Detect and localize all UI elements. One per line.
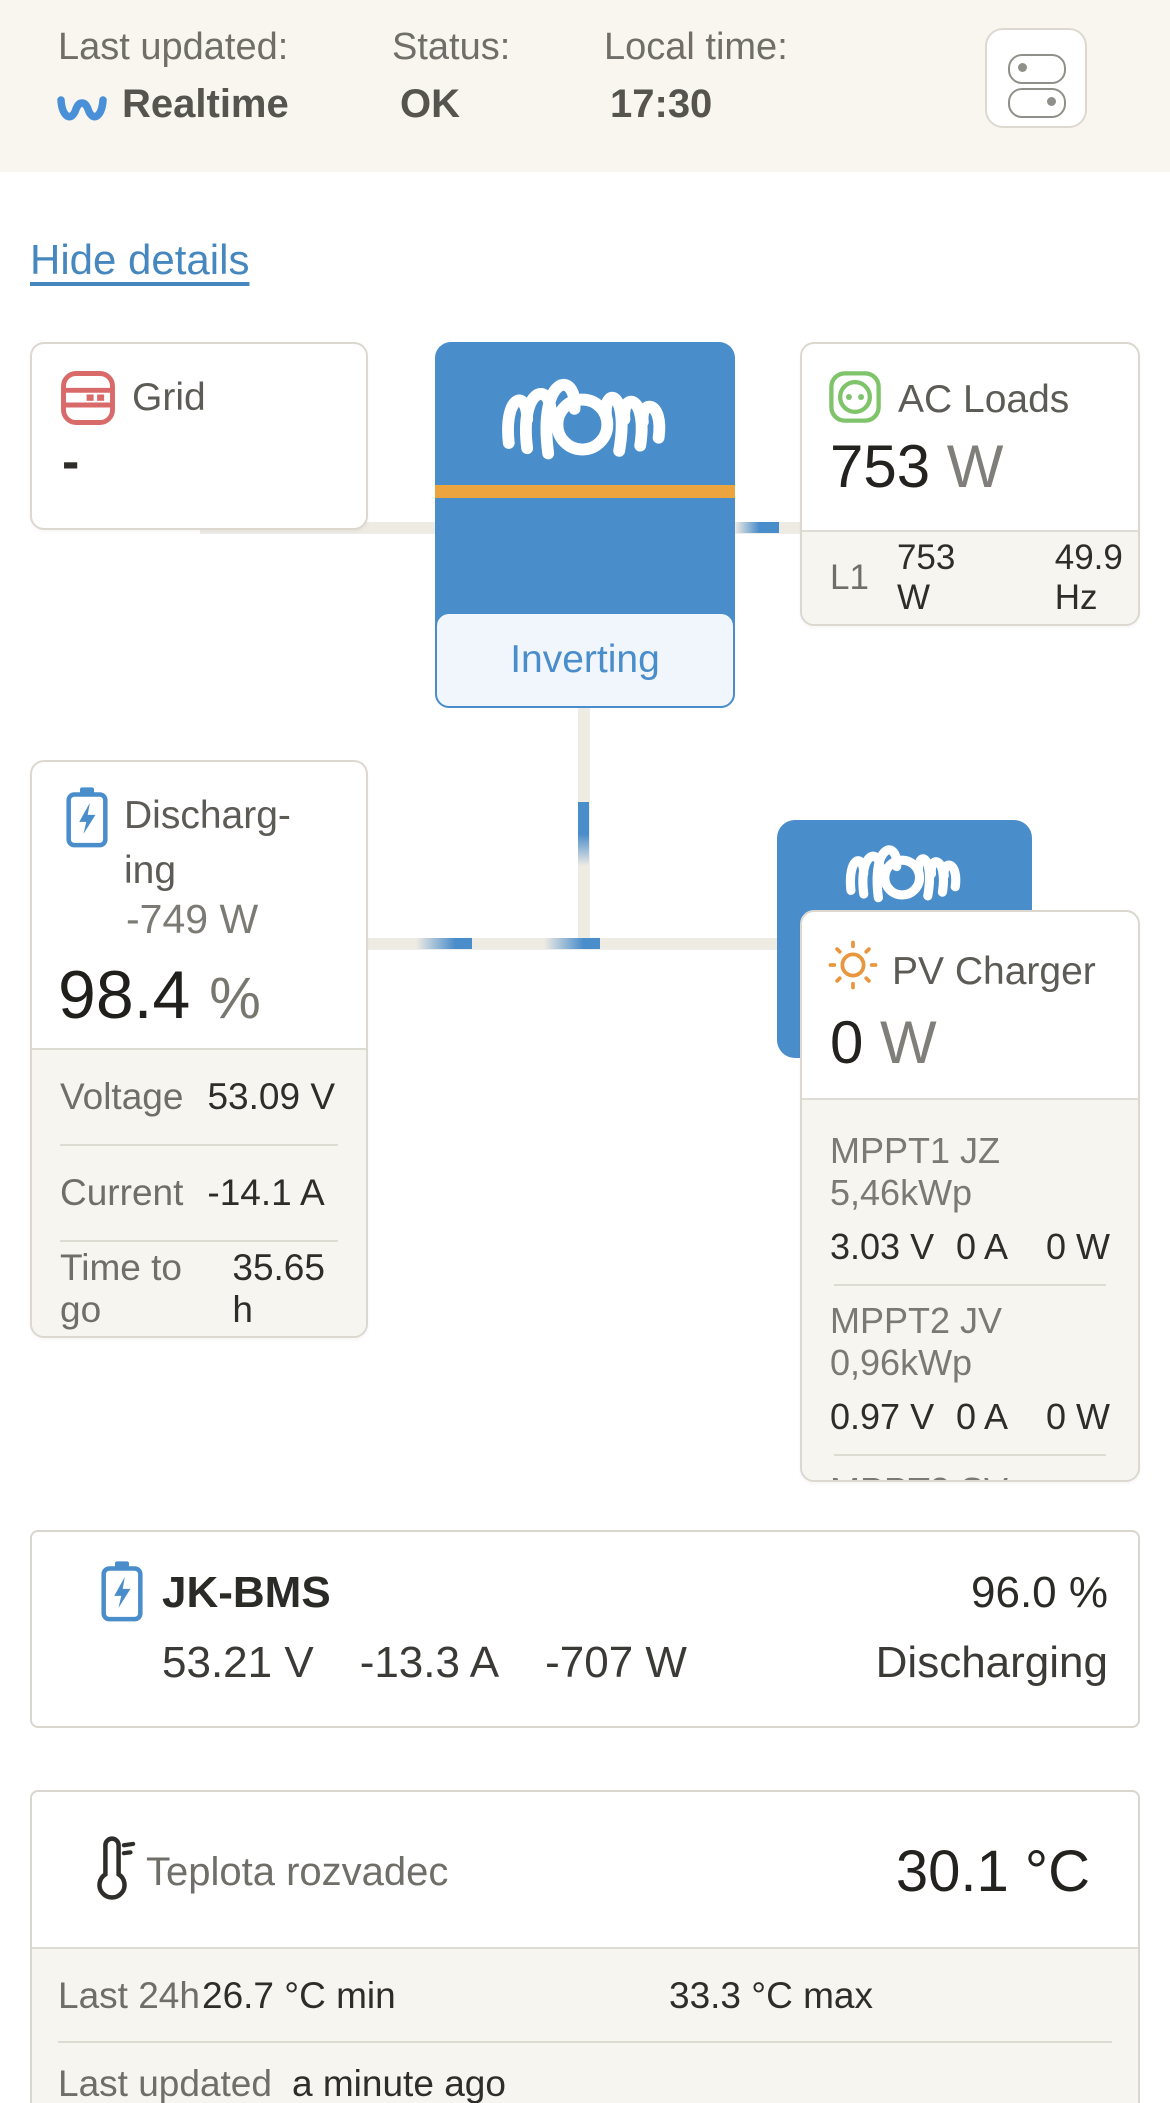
bms-soc: 96.0 % — [971, 1568, 1108, 1617]
thermometer-icon — [97, 1836, 136, 1900]
battery-detail-label: Voltage — [60, 1076, 184, 1117]
last-updated-value: Realtime — [122, 82, 289, 126]
sun-icon — [828, 940, 878, 990]
temperature-footer: Last 24h 26.7 °C min 33.3 °C max Last up… — [32, 1947, 1138, 2103]
bms-voltage: 53.21 V — [162, 1638, 314, 1687]
last-updated-label: Last updated: — [58, 26, 289, 68]
battery-detail-value: 53.09 V — [207, 1076, 336, 1117]
battery-power: -749 W — [126, 896, 259, 942]
ac-socket-icon — [829, 371, 881, 423]
mppt-voltage: 0.97 V — [830, 1396, 935, 1437]
ac-loads-title: AC Loads — [898, 378, 1070, 421]
pipe-inverter-to-loads — [733, 522, 802, 533]
temperature-title: Teplota rozvadec — [146, 1850, 449, 1894]
local-time-value: 17:30 — [610, 82, 713, 126]
bms-state: Discharging — [875, 1638, 1108, 1687]
inverter-status-text: Inverting — [510, 638, 660, 681]
mppt-voltage: 3.03 V — [830, 1226, 935, 1267]
flow-pulse — [416, 938, 472, 949]
pv-unit: W — [880, 1009, 937, 1076]
l1-label: L1 — [830, 558, 869, 597]
mppt-current: 0 A — [956, 1396, 1009, 1437]
row-divider — [834, 1284, 1106, 1286]
temperature-max: 33.3 °C max — [669, 1975, 873, 2016]
temperature-value: 30.1 °C — [895, 1839, 1090, 1904]
ac-loads-footer: L1 753 W 49.9 Hz — [802, 530, 1138, 624]
l1-frequency: 49.9 Hz — [1054, 538, 1123, 617]
bms-card[interactable]: JK-BMS 96.0 % 53.21 V -13.3 A -707 W Dis… — [30, 1530, 1140, 1728]
flow-pulse — [544, 938, 600, 949]
battery-detail-value: 35.65 h — [232, 1247, 325, 1330]
battery-footer: Voltage 53.09 V Current -14.1 A Time to … — [32, 1048, 366, 1336]
mppt-name: MPPT3 SV 1,92kWp — [830, 1470, 1110, 1480]
mppt-power: 0 W — [1045, 1226, 1110, 1267]
ac-loads-unit: W — [946, 433, 1004, 500]
status-value: OK — [400, 82, 460, 126]
mppt-name: MPPT2 JV 0,96kWp — [830, 1300, 1003, 1383]
toggle-top-icon — [1008, 54, 1066, 84]
row-divider — [60, 1144, 338, 1146]
last24h-label: Last 24h — [58, 1975, 200, 2016]
row-divider — [834, 1454, 1106, 1456]
l1-power: 753 W — [896, 538, 956, 617]
pv-footer: MPPT1 JZ 5,46kWp 3.03 V 0 A 0 W MPPT2 JV… — [802, 1098, 1138, 1480]
grid-value: - — [62, 433, 80, 491]
pv-value: 0 — [830, 1009, 864, 1076]
battery-title-line1: Discharg- — [124, 794, 291, 837]
mppt-power: 0 W — [1045, 1396, 1110, 1437]
ac-loads-value: 753 — [830, 433, 931, 500]
battery-soc-unit: % — [209, 966, 261, 1031]
status-label: Status: — [392, 26, 511, 68]
battery-soc: 98.4 — [58, 957, 191, 1033]
battery-detail-label: Time to go — [60, 1247, 182, 1330]
battery-icon — [101, 1561, 143, 1622]
display-settings-button[interactable] — [985, 28, 1087, 128]
row-divider — [58, 2041, 1112, 2043]
battery-title-line2: ing — [124, 849, 177, 893]
row-divider — [60, 1240, 338, 1242]
inverter-stripe — [435, 485, 735, 498]
mppt-name: MPPT1 JZ 5,46kWp — [830, 1130, 1001, 1213]
toggle-bottom-icon — [1008, 88, 1066, 118]
flow-pulse — [735, 522, 779, 533]
victron-logo — [502, 379, 666, 460]
bms-power: -707 W — [545, 1638, 687, 1687]
flow-pulse — [578, 802, 589, 866]
grid-icon — [61, 371, 115, 425]
local-time-label: Local time: — [604, 26, 788, 68]
temperature-min: 26.7 °C min — [202, 1975, 396, 2016]
bms-current: -13.3 A — [359, 1638, 500, 1687]
pv-charger-card[interactable]: PV Charger 0 W MPPT1 JZ 5,46kWp 3.03 V 0… — [800, 910, 1140, 1482]
status-bar: Last updated: Status: Local time: Realti… — [0, 0, 1170, 172]
last-updated-value: a minute ago — [292, 2063, 506, 2103]
bms-title: JK-BMS — [162, 1568, 331, 1617]
grid-title: Grid — [132, 376, 206, 419]
battery-detail-value: -14.1 A — [207, 1172, 325, 1213]
mppt-current: 0 A — [956, 1226, 1009, 1267]
grid-card[interactable]: Grid - — [30, 342, 368, 530]
realtime-wave-icon — [57, 96, 107, 121]
pv-charger-title: PV Charger — [892, 950, 1096, 993]
inverter-box[interactable]: Inverting — [435, 342, 735, 708]
victron-logo — [845, 845, 961, 903]
temperature-card[interactable]: Teplota rozvadec 30.1 °C Last 24h 26.7 °… — [30, 1790, 1140, 2103]
pipe-inverter-to-battery — [578, 706, 589, 949]
inverter-status: Inverting — [435, 612, 735, 708]
hide-details-link[interactable]: Hide details — [30, 236, 250, 283]
ac-loads-card[interactable]: AC Loads 753 W L1 753 W 49.9 Hz — [800, 342, 1140, 626]
battery-card[interactable]: Discharg- ing -749 W 98.4 % Voltage 53.0… — [30, 760, 368, 1338]
last-updated-label: Last updated — [58, 2063, 272, 2103]
pipe-battery-to-pv — [366, 938, 780, 949]
battery-detail-label: Current — [60, 1172, 184, 1213]
battery-icon — [66, 787, 108, 848]
